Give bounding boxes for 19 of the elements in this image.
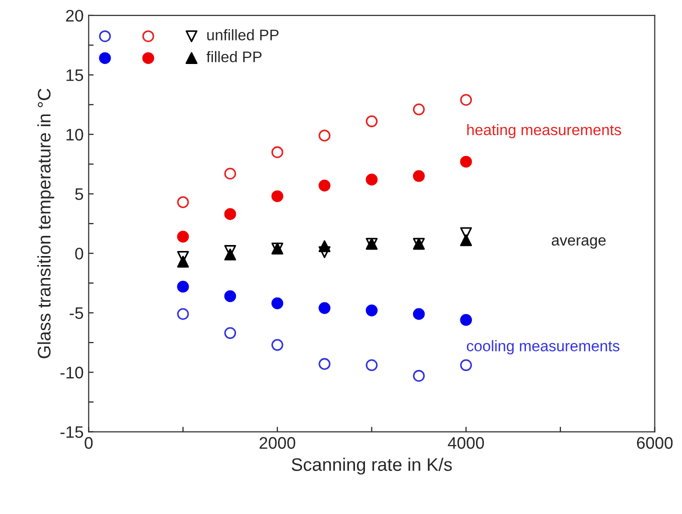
y-tick-label: 10 [66, 128, 84, 141]
x-tick-label: 0 [84, 437, 93, 449]
legend-label: filled PP [206, 51, 262, 62]
legend-label: unfilled PP [207, 29, 279, 40]
y-tick-label: 5 [75, 188, 84, 200]
y-tick-label: -5 [70, 307, 84, 320]
y-tick-label: -15 [60, 426, 84, 438]
annotation: average [552, 237, 606, 249]
annotation: cooling measurements [466, 340, 620, 354]
y-tick-label: 15 [66, 69, 84, 82]
y-tick-label: 0 [75, 248, 84, 260]
x-axis-title: Scanning rate in K/s [292, 458, 452, 475]
x-tick-label: 6000 [637, 437, 673, 449]
y-axis-title: Glass transition temperature in °C [37, 88, 54, 358]
x-tick-label: 4000 [448, 437, 484, 449]
y-tick-label: 20 [66, 10, 84, 22]
annotation: heating measurements [467, 124, 622, 138]
y-tick-label: -10 [60, 366, 84, 378]
x-tick-label: 2000 [260, 437, 296, 449]
